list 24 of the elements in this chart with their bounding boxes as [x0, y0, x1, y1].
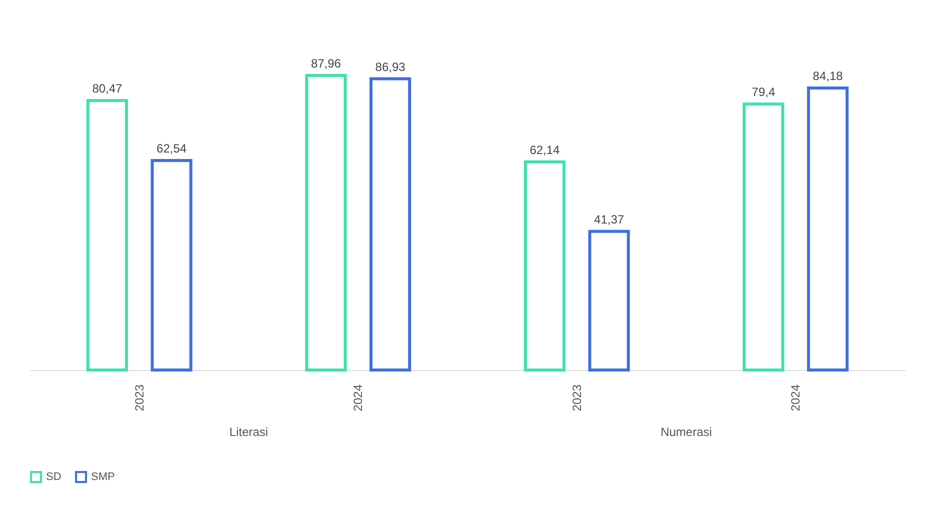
data-label: 41,37: [594, 212, 624, 226]
data-label: 79,4: [752, 85, 776, 100]
x-tick-label: 2024: [788, 384, 803, 412]
data-label: 87,96: [310, 56, 342, 70]
bar: [588, 230, 630, 372]
bar: [742, 102, 784, 372]
data-label: 84,18: [812, 69, 844, 84]
bar: [150, 159, 192, 372]
bar: [806, 86, 849, 372]
data-label: 86,93: [375, 60, 406, 74]
legend-label: SMP: [91, 471, 115, 483]
bar: [305, 74, 347, 372]
x-tick-label: 2024: [351, 384, 366, 412]
data-label: 62,54: [156, 142, 187, 156]
text: Literasi: [229, 425, 268, 439]
x-tick-label: 2023: [132, 384, 146, 412]
bar: [369, 77, 412, 372]
legend-label: SD: [46, 471, 62, 483]
x-tick-label: 2023: [570, 384, 584, 412]
bar: [524, 160, 566, 372]
bar: [86, 98, 128, 372]
data-label: 80,47: [92, 81, 123, 96]
text: Numerasi: [660, 425, 712, 439]
data-label: 62,14: [530, 142, 560, 157]
